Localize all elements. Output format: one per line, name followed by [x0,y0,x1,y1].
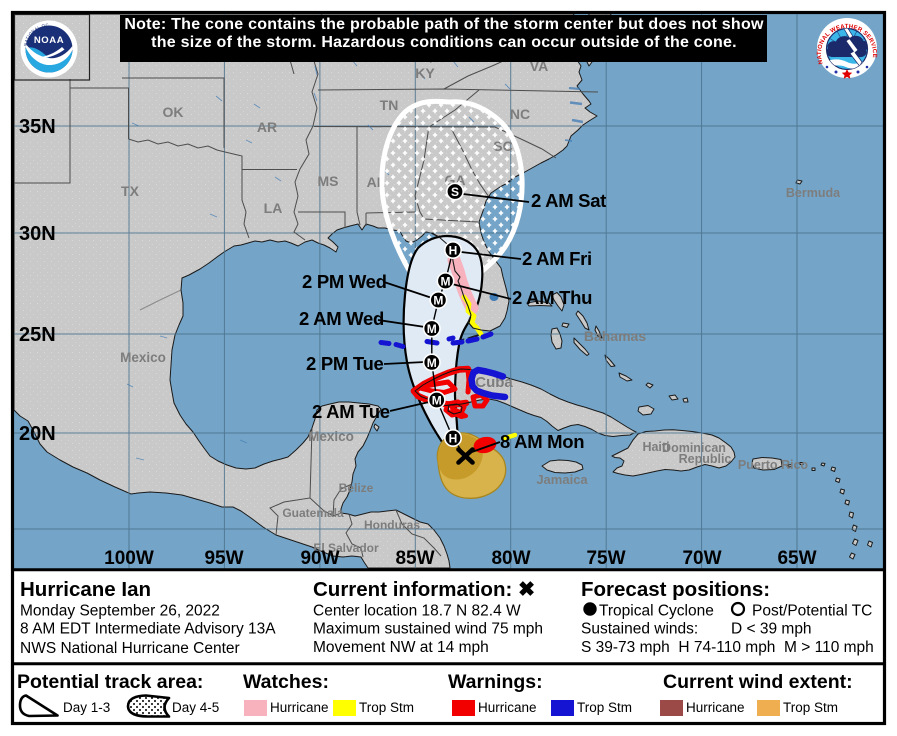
svg-text:S: S [451,185,459,199]
svg-text:8 AM Mon: 8 AM Mon [500,431,584,452]
svg-text:LA: LA [264,200,283,216]
svg-text:M: M [432,394,442,408]
svg-text:Guatemala: Guatemala [282,506,344,520]
svg-text:80W: 80W [491,548,530,569]
svg-text:KY: KY [415,65,435,81]
svg-text:Forecast positions:: Forecast positions: [581,578,770,601]
svg-text:Movement NW at 14 mph: Movement NW at 14 mph [313,639,489,656]
svg-text:TX: TX [121,183,140,199]
svg-text:2 AM Thu: 2 AM Thu [512,287,592,308]
svg-text:2 AM Wed: 2 AM Wed [299,308,384,329]
svg-text:Belize: Belize [339,481,374,495]
svg-text:Trop Stm: Trop Stm [783,700,838,715]
svg-text:25N: 25N [19,324,56,346]
svg-text:AR: AR [257,119,277,135]
svg-text:2 AM Sat: 2 AM Sat [531,190,606,211]
svg-text:M: M [441,275,451,289]
svg-text:OK: OK [163,104,184,120]
svg-text:Tropical Cyclone: Tropical Cyclone [599,603,714,620]
svg-text:75W: 75W [586,548,625,569]
svg-text:H: H [449,432,458,446]
svg-text:Trop Stm: Trop Stm [359,700,414,715]
svg-text:El Salvador: El Salvador [313,541,379,555]
svg-text:Hurricane: Hurricane [686,700,745,715]
svg-text:30N: 30N [19,223,56,245]
svg-text:Honduras: Honduras [364,518,420,532]
svg-text:Center location 18.7 N 82.4 W: Center location 18.7 N 82.4 W [313,603,521,620]
svg-text:Dominican: Dominican [662,441,726,455]
svg-text:Mexico: Mexico [120,350,166,365]
svg-text:Maximum sustained wind 75 mph: Maximum sustained wind 75 mph [313,621,543,638]
svg-text:H: H [449,244,458,258]
svg-text:85W: 85W [395,548,434,569]
svg-text:70W: 70W [682,548,721,569]
svg-text:MS: MS [318,173,339,189]
svg-text:2 AM Fri: 2 AM Fri [522,248,592,269]
svg-text:Haiti: Haiti [642,440,669,454]
svg-text:Bahamas: Bahamas [584,328,646,344]
svg-text:M: M [427,356,437,370]
svg-text:Day 4-5: Day 4-5 [172,700,219,715]
svg-text:NOAA: NOAA [34,35,64,46]
svg-text:2 PM Wed: 2 PM Wed [302,271,387,292]
svg-text:M: M [433,294,443,308]
svg-text:Current information: ✖: Current information: ✖ [313,578,535,601]
svg-text:NWS National Hurricane Center: NWS National Hurricane Center [20,640,240,657]
svg-text:M: M [427,322,437,336]
svg-text:S 39-73 mph H 74-110 mph M >: S 39-73 mph H 74-110 mph M > 110 mph [581,639,874,656]
svg-text:Hurricane: Hurricane [478,700,537,715]
svg-text:Puerto Rico: Puerto Rico [738,458,809,472]
svg-text:90W: 90W [300,548,339,569]
svg-text:Hurricane Ian: Hurricane Ian [20,578,151,601]
svg-text:20N: 20N [19,423,56,445]
svg-text:65W: 65W [777,548,816,569]
svg-text:Watches:: Watches: [243,671,329,693]
svg-text:Mexico: Mexico [308,429,354,444]
svg-text:Sustained winds:: Sustained winds: [581,621,698,638]
svg-text:Trop Stm: Trop Stm [577,700,632,715]
svg-text:Note: The cone contains the pr: Note: The cone contains the probable pat… [124,16,764,33]
svg-text:Warnings:: Warnings: [448,671,543,693]
svg-text:Day 1-3: Day 1-3 [63,700,110,715]
svg-text:Post/Potential TC: Post/Potential TC [752,603,872,620]
svg-text:the size of the storm. Hazardo: the size of the storm. Hazardous conditi… [151,34,737,51]
svg-text:95W: 95W [204,548,243,569]
svg-text:Jamaica: Jamaica [536,472,588,487]
svg-text:35N: 35N [19,116,56,138]
svg-text:Potential track area:: Potential track area: [17,671,203,693]
svg-text:8 AM EDT Intermediate Advisory: 8 AM EDT Intermediate Advisory 13A [20,621,276,638]
svg-text:NC: NC [510,106,530,122]
svg-text:Bermuda: Bermuda [786,186,841,200]
svg-text:2 AM Tue: 2 AM Tue [312,401,390,422]
svg-text:TN: TN [380,97,399,113]
svg-text:Republic: Republic [679,452,732,466]
svg-text:100W: 100W [104,548,154,569]
svg-text:Hurricane: Hurricane [270,700,329,715]
svg-text:Monday September 26, 2022: Monday September 26, 2022 [20,603,220,620]
svg-text:D < 39 mph: D < 39 mph [731,621,812,638]
svg-text:Current wind extent:: Current wind extent: [663,671,853,693]
svg-text:2 PM Tue: 2 PM Tue [306,353,383,374]
